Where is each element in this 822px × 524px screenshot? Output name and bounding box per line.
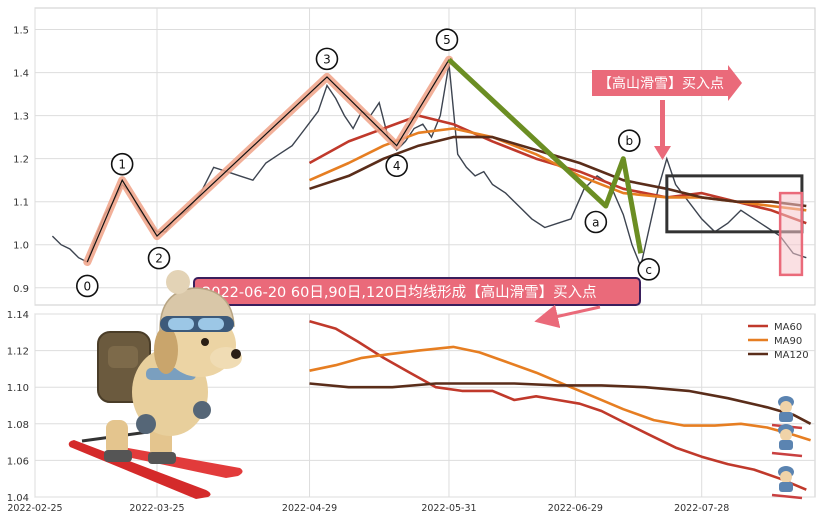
- x-tick-label: 2022-03-25: [129, 503, 184, 514]
- wave-label-3: 3: [315, 47, 339, 71]
- top-y-tick-label: 1.2: [13, 155, 29, 166]
- svg-text:1: 1: [118, 158, 126, 172]
- top-annotation-banner: 【高山滑雪】买入点: [592, 65, 742, 101]
- wave-label-5: 5: [435, 28, 459, 51]
- price-wave-panel: 0.9 1.0 1.1 1.2 1.3 1.4 1.5 0 1 2 3 4 5 a b c 【高山滑雪】买入点: [13, 7, 816, 306]
- bottom-annotation-banner: 2022-06-20 60日,90日,120日均线形成【高山滑雪】买入点: [193, 277, 641, 306]
- mascot-decorations: [68, 270, 803, 500]
- x-tick-label: 2022-04-29: [282, 503, 337, 514]
- bottom-y-tick-label: 1.12: [7, 347, 29, 358]
- bottom-y-tick-label: 1.14: [7, 310, 29, 321]
- bottom-annotation-arrow: [534, 304, 601, 329]
- annotation-down-arrow: [660, 100, 665, 148]
- svg-text:2: 2: [155, 252, 163, 266]
- mini-skier-icon: [771, 424, 803, 458]
- legend-entry-ma120: MA120: [748, 350, 809, 361]
- x-tick-label: 2022-05-31: [421, 503, 476, 514]
- top-y-tick-label: 1.4: [13, 69, 29, 80]
- svg-text:4: 4: [393, 159, 401, 173]
- series-line-ma120: [309, 382, 812, 425]
- signal-box: [778, 191, 804, 277]
- wave-label-b: b: [617, 129, 641, 152]
- top-y-tick-label: 0.9: [13, 284, 29, 295]
- bottom-y-tick-label: 1.04: [7, 493, 29, 504]
- mini-skier-icon: [771, 466, 803, 500]
- bottom-y-tick-label: 1.08: [7, 420, 29, 431]
- wave-label-1: 1: [110, 152, 134, 176]
- svg-text:3: 3: [323, 52, 331, 66]
- bottom-annotation-text: 2022-06-20 60日,90日,120日均线形成【高山滑雪】买入点: [202, 284, 597, 301]
- series-line-ma60: [309, 320, 807, 491]
- annotation-down-arrowhead: [654, 146, 671, 160]
- legend-entry-ma90: MA90: [748, 336, 802, 347]
- top-annotation-text: 【高山滑雪】买入点: [598, 75, 724, 92]
- x-tick-label: 2022-02-25: [7, 503, 62, 514]
- svg-text:0: 0: [83, 279, 91, 293]
- svg-text:c: c: [645, 263, 652, 277]
- svg-text:b: b: [625, 134, 633, 148]
- top-y-tick-label: 1.1: [13, 198, 29, 209]
- svg-text:MA60: MA60: [774, 322, 802, 333]
- top-y-tick-label: 1.5: [13, 26, 29, 37]
- x-tick-label: 2022-06-29: [548, 503, 603, 514]
- top-y-tick-label: 1.3: [13, 112, 29, 123]
- top-y-tick-label: 1.0: [13, 241, 29, 252]
- correction-wave-line: [447, 57, 644, 254]
- wave-label-2: 2: [147, 246, 171, 270]
- top-ma120-line: [309, 135, 807, 208]
- impulse-wave-line: [86, 59, 450, 263]
- svg-text:MA90: MA90: [774, 336, 802, 347]
- wave-label-c: c: [637, 258, 660, 281]
- wave-label-a: a: [584, 210, 608, 234]
- bottom-y-tick-label: 1.06: [7, 456, 29, 467]
- wave-label-0: 0: [75, 274, 99, 298]
- bottom-y-tick-label: 1.10: [7, 383, 29, 394]
- svg-text:a: a: [592, 216, 599, 230]
- legend-entry-ma60: MA60: [748, 322, 802, 333]
- wave-label-4: 4: [385, 154, 408, 178]
- skiing-dog-illustration: [68, 270, 243, 499]
- svg-text:5: 5: [443, 33, 451, 47]
- svg-text:MA120: MA120: [774, 350, 809, 361]
- x-tick-label: 2022-07-28: [674, 503, 729, 514]
